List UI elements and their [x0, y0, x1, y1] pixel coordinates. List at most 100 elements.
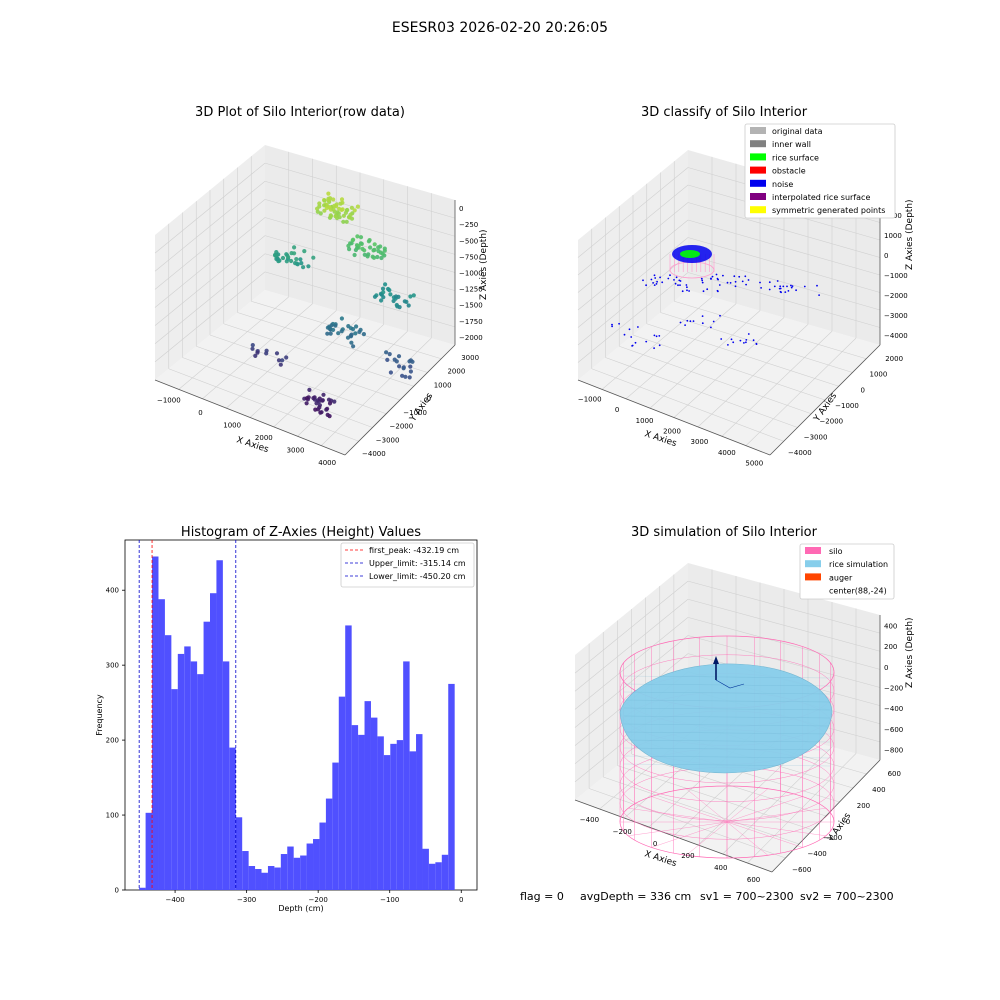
raw-plot-ylabel: Y Axies	[408, 391, 436, 424]
legend-swatch	[805, 586, 821, 594]
noise-point	[667, 277, 670, 280]
data-point	[314, 401, 319, 406]
y-tick-label: 100	[106, 812, 119, 820]
data-point	[250, 346, 255, 351]
data-point	[315, 209, 320, 214]
histogram-legend: first_peak: -432.19 cm Upper_limit: -315.…	[340, 542, 475, 588]
noise-point	[747, 279, 750, 281]
grid-line	[264, 180, 456, 237]
raw-plot-x-ticks: −1000 0 1000 2000 3000 4000	[157, 396, 336, 467]
histogram-bar	[306, 843, 314, 890]
raw-plot-points	[250, 191, 416, 419]
data-point	[383, 282, 388, 287]
histogram-bar	[287, 846, 294, 890]
noise-point	[712, 320, 715, 323]
legend-frame	[799, 543, 895, 600]
data-point	[275, 256, 280, 262]
data-point	[351, 344, 356, 349]
data-point	[387, 288, 392, 293]
data-point	[348, 212, 353, 217]
data-point	[372, 242, 377, 247]
noise-point	[692, 320, 695, 322]
y-tick-label: 1000	[434, 381, 452, 389]
histogram-bars	[139, 556, 455, 890]
histogram-bar	[210, 593, 217, 890]
z-tick-label: −1000	[884, 272, 908, 280]
histogram-bar	[222, 661, 230, 890]
data-point	[355, 204, 360, 209]
data-point	[388, 370, 393, 375]
data-point	[396, 354, 402, 359]
noise-point	[734, 280, 737, 283]
noise-point	[739, 339, 742, 342]
histogram-bar	[416, 734, 423, 890]
noise-point	[656, 280, 658, 283]
noise-point	[679, 284, 681, 286]
histogram-bar	[280, 854, 288, 890]
data-point	[329, 323, 334, 328]
auger-trace	[715, 679, 745, 689]
noise-point	[716, 277, 719, 280]
noise-point	[658, 335, 661, 337]
x-tick-label: −400	[165, 896, 184, 904]
data-point	[388, 292, 393, 297]
grid-line	[574, 599, 689, 692]
z-tick-label: −1250	[459, 286, 483, 294]
histogram-bar	[383, 755, 391, 890]
noise-point	[679, 280, 682, 282]
data-point	[298, 257, 303, 262]
histogram-bar	[435, 862, 442, 890]
data-point	[355, 234, 360, 239]
footer-avg-depth: avgDepth = 336 cm	[580, 890, 691, 903]
noise-point	[743, 342, 745, 344]
data-point	[410, 359, 415, 364]
grid-line	[660, 312, 853, 373]
grid-line	[251, 300, 442, 360]
data-point	[349, 340, 354, 345]
z-tick-label: −3000	[884, 312, 908, 320]
histogram-bar	[377, 736, 384, 890]
noise-point	[681, 290, 684, 293]
footer-sv1: sv1 = 700~2300	[700, 890, 794, 903]
z-tick-label: −2000	[884, 292, 908, 300]
noise-point	[773, 285, 776, 288]
legend-label: rice surface	[772, 153, 819, 162]
data-point	[339, 197, 345, 202]
data-point	[336, 331, 341, 336]
data-point	[359, 241, 364, 246]
histogram-bar	[422, 848, 429, 890]
grid-line	[632, 334, 826, 401]
histogram-bar	[190, 661, 198, 890]
data-point	[327, 414, 332, 419]
grid-line	[154, 181, 266, 272]
data-point	[317, 405, 322, 410]
y-tick-label: −2000	[819, 418, 843, 426]
noise-point	[816, 284, 818, 287]
legend-label: Upper_limit: -315.14 cm	[369, 559, 466, 568]
data-point	[317, 201, 322, 206]
data-point	[355, 245, 360, 251]
floor-pane	[578, 290, 880, 455]
histogram-bar	[242, 851, 249, 890]
histogram-bar	[390, 743, 397, 890]
noise-point	[710, 278, 712, 280]
rice-mesh-line	[623, 707, 831, 711]
data-point	[307, 387, 312, 392]
grid-line	[687, 219, 881, 276]
simulation-3d-plot: 3D simulation of Silo Interior −400 −200 0…	[574, 525, 915, 884]
histogram-bar	[370, 717, 378, 890]
grid-line	[687, 580, 881, 634]
noise-point	[611, 323, 613, 326]
legend-label: silo	[829, 547, 843, 556]
noise-point	[744, 275, 747, 278]
z-tick-label: −800	[884, 747, 903, 755]
noise-point	[653, 284, 656, 286]
legend-swatch	[750, 140, 766, 148]
axis-line	[344, 344, 456, 456]
rice-mesh-line	[623, 739, 831, 743]
grid-line	[577, 184, 689, 276]
z-tick-label: −500	[459, 237, 478, 245]
silo-floor-spoke	[726, 796, 803, 823]
z-tick-label: −2000	[459, 334, 483, 342]
grid-line	[722, 746, 833, 855]
